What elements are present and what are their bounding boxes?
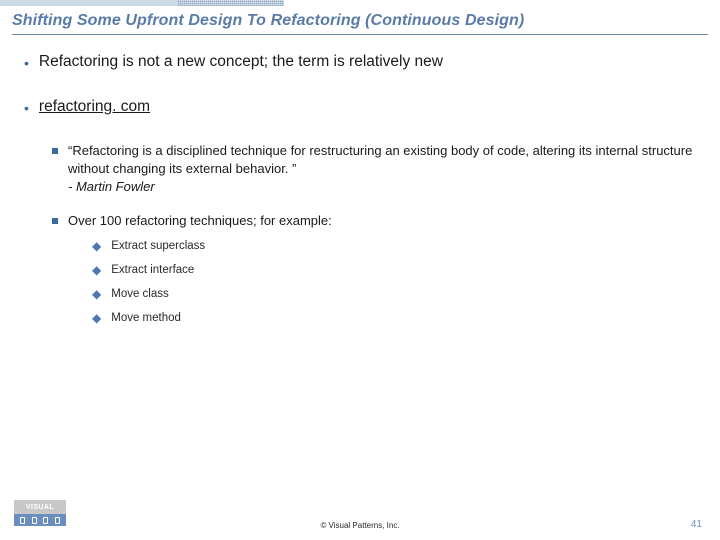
arrow-bullet-icon: ◆ — [92, 238, 101, 254]
bullet-text: Extract interface — [111, 262, 194, 278]
bullet-lvl2: Over 100 refactoring techniques; for exa… — [52, 212, 696, 334]
disc-bullet-icon: • — [24, 53, 29, 73]
slide-title: Shifting Some Upfront Design To Refactor… — [12, 12, 708, 35]
bullet-text: Move method — [111, 310, 181, 326]
sublist: “Refactoring is a disciplined technique … — [52, 142, 696, 334]
bullet-text: Extract superclass — [111, 238, 205, 254]
bullet-text: Move class — [111, 286, 169, 302]
sublist: ◆ Extract superclass ◆ Extract interface… — [92, 238, 696, 326]
logo-label: VISUAL — [14, 500, 66, 514]
bullet-lvl3: ◆ Extract interface — [92, 262, 696, 278]
square-bullet-icon — [52, 218, 58, 224]
bullet-link[interactable]: refactoring. com — [39, 97, 150, 118]
bullet-lvl1: • Refactoring is not a new concept; the … — [24, 52, 696, 73]
quote-text: “Refactoring is a disciplined technique … — [68, 143, 692, 176]
bullet-text: Over 100 refactoring techniques; for exa… — [68, 212, 696, 230]
bullet-lvl3: ◆ Move method — [92, 310, 696, 326]
page-number: 41 — [691, 519, 702, 530]
quote-attribution: - Martin Fowler — [68, 179, 155, 194]
bullet-lvl3: ◆ Move class — [92, 286, 696, 302]
title-region: Shifting Some Upfront Design To Refactor… — [12, 12, 708, 35]
bullet-lvl3: ◆ Extract superclass — [92, 238, 696, 254]
bullet-text: Refactoring is not a new concept; the te… — [39, 52, 443, 73]
footer-copyright: © Visual Patterns, Inc. — [0, 521, 720, 530]
square-bullet-icon — [52, 148, 58, 154]
arrow-bullet-icon: ◆ — [92, 310, 101, 326]
slide-body: • Refactoring is not a new concept; the … — [24, 52, 696, 350]
bullet-lvl1: • refactoring. com — [24, 97, 696, 118]
arrow-bullet-icon: ◆ — [92, 286, 101, 302]
bullet-text: “Refactoring is a disciplined technique … — [68, 142, 696, 196]
disc-bullet-icon: • — [24, 98, 29, 118]
arrow-bullet-icon: ◆ — [92, 262, 101, 278]
top-decorative-band — [0, 0, 720, 6]
bullet-lvl2: “Refactoring is a disciplined technique … — [52, 142, 696, 196]
